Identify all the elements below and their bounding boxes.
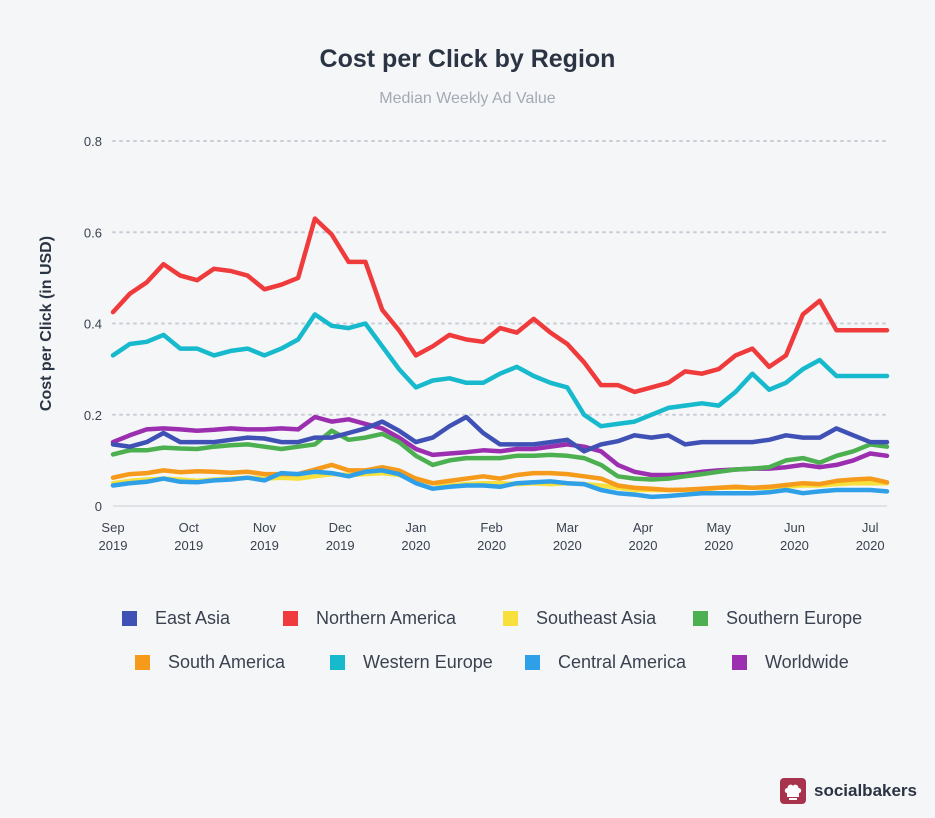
x-tick-month: Oct xyxy=(179,520,200,535)
y-tick-label: 0.4 xyxy=(84,317,102,332)
series-line-southern-europe xyxy=(110,428,890,482)
x-tick-year: 2020 xyxy=(401,538,430,553)
x-tick-month: Sep xyxy=(101,520,124,535)
x-tick-year: 2020 xyxy=(553,538,582,553)
y-axis-label: Cost per Click (in USD) xyxy=(38,236,55,411)
series-line-central-america xyxy=(110,468,890,500)
x-tick-year: 2019 xyxy=(326,538,355,553)
y-tick-label: 0.6 xyxy=(84,225,102,240)
x-tick-month: Mar xyxy=(556,520,579,535)
y-tick-label: 0.8 xyxy=(84,134,102,149)
y-tick-label: 0.2 xyxy=(84,408,102,423)
x-tick-year: 2019 xyxy=(99,538,128,553)
x-tick-month: Jan xyxy=(405,520,426,535)
x-tick-month: May xyxy=(706,520,731,535)
brand-name: socialbakers xyxy=(813,781,917,800)
brand-logo: socialbakers xyxy=(779,778,917,804)
x-tick-year: 2020 xyxy=(629,538,658,553)
chart-subtitle: Median Weekly Ad Value xyxy=(379,90,556,107)
x-tick-month: Feb xyxy=(480,520,502,535)
x-tick-month: Dec xyxy=(329,520,353,535)
chart-title: Cost per Click by Region xyxy=(319,45,616,73)
series-line-western-europe xyxy=(110,312,890,429)
chef-hat-icon xyxy=(779,778,806,804)
x-tick-month: Jun xyxy=(784,520,805,535)
x-tick-month: Nov xyxy=(253,520,277,535)
x-tick-month: Jul xyxy=(862,520,879,535)
series-line-east-asia xyxy=(110,414,890,454)
series-line-south-america xyxy=(110,462,890,493)
x-tick-year: 2020 xyxy=(780,538,809,553)
x-tick-year: 2020 xyxy=(477,538,506,553)
x-tick-year: 2019 xyxy=(250,538,279,553)
y-tick-label: 0 xyxy=(95,499,102,514)
series-line-northern-america xyxy=(110,216,890,395)
x-tick-month: Apr xyxy=(633,520,654,535)
x-tick-year: 2020 xyxy=(856,538,885,553)
x-tick-year: 2020 xyxy=(704,538,733,553)
x-tick-year: 2019 xyxy=(174,538,203,553)
